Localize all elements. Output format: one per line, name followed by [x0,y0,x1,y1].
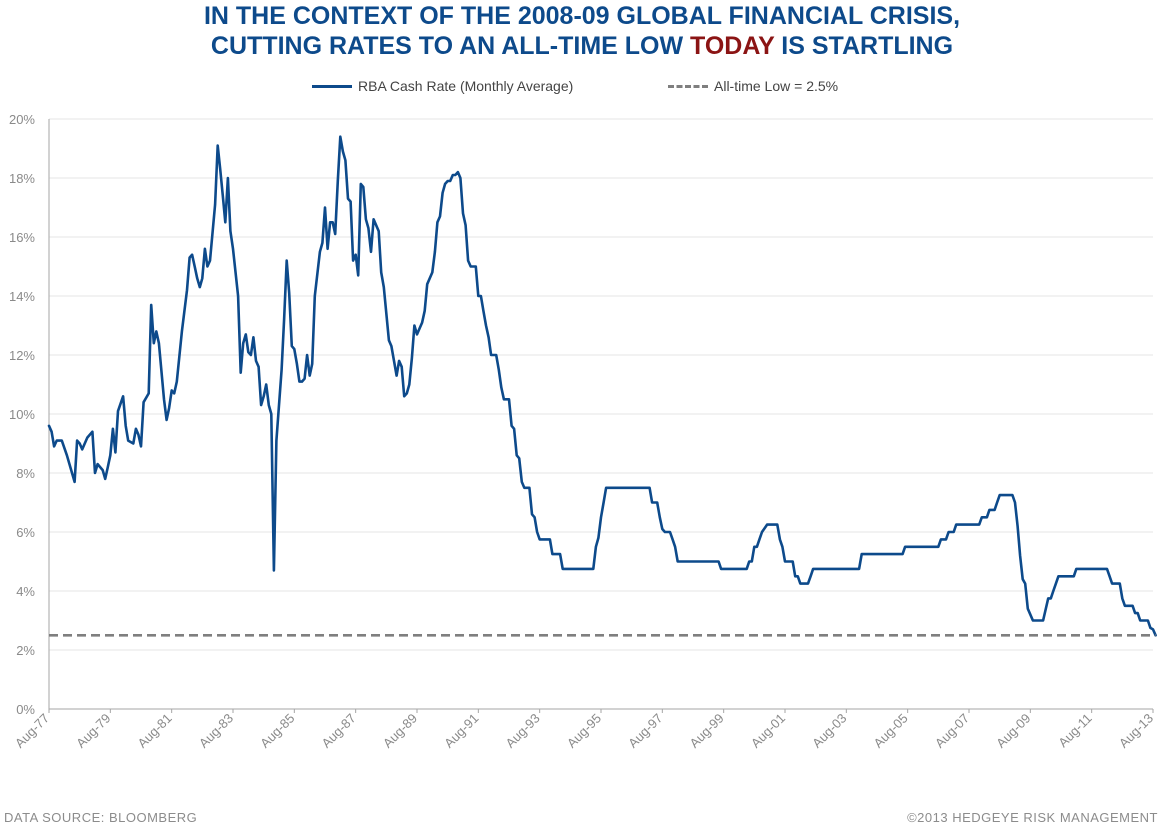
x-tick-label: Aug-99 [687,711,727,751]
x-tick-label: Aug-09 [993,711,1033,751]
y-tick-label: 2% [16,643,35,658]
chart-legend: RBA Cash Rate (Monthly Average) All-time… [0,76,1164,98]
x-tick-label: Aug-89 [380,711,420,751]
x-tick-label: Aug-01 [748,711,788,751]
y-tick-label: 4% [16,584,35,599]
x-tick-label: Aug-13 [1116,711,1156,751]
title-highlight-today: TODAY [690,32,775,60]
title-line-2: CUTTING RATES TO AN ALL-TIME LOW TODAY I… [0,31,1164,61]
title-line-2-end: IS STARTLING [774,32,954,60]
x-tick-label: Aug-87 [319,711,359,751]
x-tick-label: Aug-79 [73,711,113,751]
legend-item-rba-cash-rate: RBA Cash Rate (Monthly Average) [312,78,573,94]
y-tick-label: 20% [9,112,35,127]
y-tick-label: 14% [9,289,35,304]
x-tick-label: Aug-03 [809,711,849,751]
x-tick-label: Aug-97 [625,711,665,751]
legend-dashed-line-swatch [668,84,708,88]
title-line-1: IN THE CONTEXT OF THE 2008-09 GLOBAL FIN… [203,2,961,30]
data-source-note: DATA SOURCE: BLOOMBERG [4,810,198,825]
legend-label-rba-cash-rate: RBA Cash Rate (Monthly Average) [358,78,574,94]
y-tick-label: 8% [16,466,35,481]
x-tick-label: Aug-85 [257,711,297,751]
title-line-2-start: CUTTING RATES TO AN ALL-TIME LOW [210,32,691,60]
copyright-note: ©2013 HEDGEYE RISK MANAGEMENT [907,810,1158,825]
x-tick-label: Aug-83 [196,711,236,751]
x-tick-label: Aug-07 [932,711,972,751]
y-tick-label: 18% [9,171,35,186]
x-tick-label: Aug-95 [564,711,604,751]
x-tick-label: Aug-81 [135,711,175,751]
legend-item-all-time-low: All-time Low = 2.5% [668,78,838,94]
x-tick-label: Aug-05 [871,711,911,751]
y-tick-label: 12% [9,348,35,363]
y-tick-label: 16% [9,230,35,245]
x-tick-label: Aug-11 [1055,711,1095,751]
y-tick-label: 10% [9,407,35,422]
y-tick-label: 6% [16,525,35,540]
rba-cash-rate-line [47,135,1157,637]
y-tick-label: 0% [16,702,35,717]
legend-solid-line-swatch [312,84,352,88]
legend-label-all-time-low: All-time Low = 2.5% [714,78,839,94]
x-tick-label: Aug-91 [441,711,481,751]
x-tick-label: Aug-93 [503,711,543,751]
